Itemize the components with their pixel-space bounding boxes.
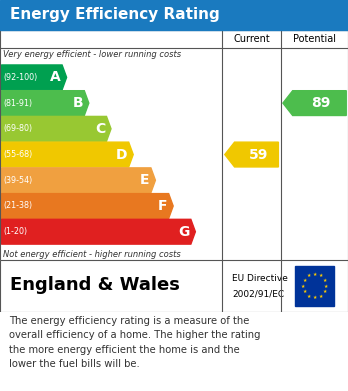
Text: ★: ★: [324, 283, 329, 289]
Text: England & Wales: England & Wales: [10, 276, 180, 294]
Polygon shape: [1, 219, 195, 244]
Text: ★: ★: [307, 273, 311, 278]
Text: ★: ★: [313, 272, 317, 277]
Polygon shape: [225, 142, 278, 167]
Text: ★: ★: [323, 278, 327, 283]
Text: Very energy efficient - lower running costs: Very energy efficient - lower running co…: [3, 50, 181, 59]
Text: Energy Efficiency Rating: Energy Efficiency Rating: [10, 7, 220, 23]
Text: ★: ★: [318, 294, 323, 299]
Text: (69-80): (69-80): [3, 124, 33, 133]
Text: ★: ★: [313, 295, 317, 300]
Text: E: E: [140, 173, 150, 187]
Text: (21-38): (21-38): [3, 201, 33, 210]
Text: 89: 89: [311, 96, 331, 110]
Polygon shape: [1, 117, 111, 141]
Polygon shape: [1, 168, 156, 193]
Text: (55-68): (55-68): [3, 150, 33, 159]
Text: A: A: [50, 70, 61, 84]
Text: C: C: [95, 122, 105, 136]
Text: (92-100): (92-100): [3, 73, 38, 82]
Text: 2002/91/EC: 2002/91/EC: [232, 289, 285, 298]
Text: Not energy efficient - higher running costs: Not energy efficient - higher running co…: [3, 249, 181, 258]
Text: ★: ★: [302, 289, 307, 294]
Text: The energy efficiency rating is a measure of the
overall efficiency of a home. T: The energy efficiency rating is a measur…: [9, 316, 260, 369]
Text: EU Directive: EU Directive: [232, 274, 288, 283]
Text: ★: ★: [301, 283, 305, 289]
Bar: [295, 266, 334, 306]
Polygon shape: [1, 194, 173, 219]
Polygon shape: [1, 91, 89, 115]
Text: (39-54): (39-54): [3, 176, 33, 185]
Text: ★: ★: [318, 273, 323, 278]
Text: Current: Current: [233, 34, 270, 44]
Polygon shape: [1, 65, 66, 90]
Polygon shape: [1, 142, 133, 167]
Text: 59: 59: [248, 147, 268, 161]
Text: Potential: Potential: [293, 34, 336, 44]
Text: ★: ★: [307, 294, 311, 299]
Text: G: G: [178, 225, 189, 239]
Text: B: B: [72, 96, 83, 110]
Text: D: D: [116, 147, 127, 161]
Polygon shape: [283, 91, 346, 115]
Text: ★: ★: [302, 278, 307, 283]
Text: (1-20): (1-20): [3, 227, 27, 236]
Text: (81-91): (81-91): [3, 99, 33, 108]
Text: F: F: [158, 199, 167, 213]
Text: ★: ★: [323, 289, 327, 294]
